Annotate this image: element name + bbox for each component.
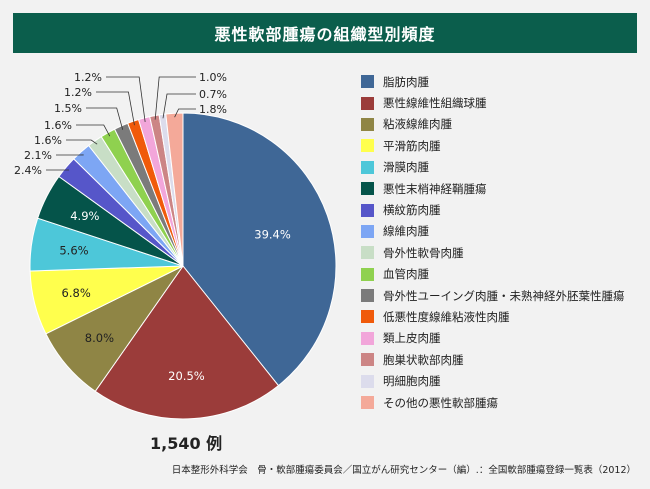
leader-line [66, 139, 98, 145]
slice-label: 8.0% [85, 331, 114, 345]
legend-item: その他の悪性軟部腫瘍 [361, 392, 641, 413]
slice-label: 4.9% [70, 209, 99, 223]
slice-label: 1.8% [199, 103, 227, 116]
legend-label: 明細胞肉腫 [383, 374, 441, 389]
legend-label: 低悪性度線維粘液性肉腫 [383, 309, 510, 324]
legend-label: 脂肪肉腫 [383, 74, 429, 89]
slice-label: 1.0% [199, 71, 227, 84]
legend-label: 胞巣状軟部肉腫 [383, 352, 464, 367]
legend-swatch [361, 331, 374, 345]
chart-title: 悪性軟部腫瘍の組織型別頻度 [13, 13, 637, 53]
legend-item: 滑膜肉腫 [361, 157, 641, 178]
total-count: 1,540 例 [150, 434, 223, 453]
legend-label: 滑膜肉腫 [383, 160, 429, 175]
legend-label: 悪性末梢神経鞘腫瘍 [383, 181, 487, 196]
legend-swatch [361, 353, 374, 367]
leader-line [154, 76, 196, 120]
leader-line [106, 76, 146, 122]
leader-line [96, 91, 135, 126]
leader-line [162, 93, 196, 119]
legend-item: 類上皮肉腫 [361, 328, 641, 349]
legend-item: 横紋筋肉腫 [361, 199, 641, 220]
legend-item: 低悪性度線維粘液性肉腫 [361, 306, 641, 327]
legend-swatch [361, 246, 374, 260]
slice-label: 1.6% [44, 119, 72, 132]
legend-item: 悪性末梢神経鞘腫瘍 [361, 178, 641, 199]
legend-swatch [361, 203, 374, 217]
slice-label: 2.1% [24, 149, 52, 162]
legend-item: 平滑筋肉腫 [361, 135, 641, 156]
legend-swatch [361, 160, 374, 174]
legend-label: 平滑筋肉腫 [383, 138, 441, 153]
source-citation: 日本整形外科学会 骨・軟部腫瘍委員会／国立がん研究センター（編）.：全国軟部腫瘍… [171, 465, 636, 476]
legend-swatch [361, 267, 374, 281]
legend-swatch [361, 75, 374, 89]
legend-item: 胞巣状軟部肉腫 [361, 349, 641, 370]
slice-label: 20.5% [168, 369, 205, 383]
legend-item: 悪性線維性組織球腫 [361, 92, 641, 113]
legend-swatch [361, 182, 374, 196]
legend-label: 横紋筋肉腫 [383, 203, 441, 218]
legend-swatch [361, 96, 374, 110]
legend-label: 血管肉腫 [383, 267, 429, 282]
slice-label: 1.5% [54, 102, 82, 115]
pie-slice [94, 265, 280, 420]
slice-label: 5.6% [59, 243, 88, 257]
legend-swatch [361, 139, 374, 153]
legend-item: 線維肉腫 [361, 221, 641, 242]
slice-label: 0.7% [199, 88, 227, 101]
legend-label: 骨外性軟骨肉腫 [383, 245, 464, 260]
leader-line [174, 108, 196, 118]
legend-label: 線維肉腫 [383, 224, 429, 239]
legend-swatch [361, 224, 374, 238]
legend-item: 脂肪肉腫 [361, 71, 641, 92]
pie-slice [182, 112, 337, 387]
leader-line [76, 124, 111, 137]
pie-slice [165, 112, 184, 267]
legend: 脂肪肉腫悪性線維性組織球腫 粘液線維肉腫 平滑筋肉腫滑膜肉腫悪性末梢神経鞘腫瘍 横紋筋… [361, 71, 641, 413]
leader-line [86, 107, 124, 130]
legend-swatch [361, 289, 374, 303]
legend-label: その他の悪性軟部腫瘍 [383, 395, 498, 410]
legend-item: 骨外性ユーイング肉腫・未熟神経外胚葉性腫瘍 [361, 285, 641, 306]
legend-item: 血管肉腫 [361, 264, 641, 285]
legend-label: 悪性線維性組織球腫 [383, 96, 487, 111]
legend-label: 類上皮肉腫 [383, 331, 441, 346]
legend-label: 骨外性ユーイング肉腫・未熟神経外胚葉性腫瘍 [383, 288, 625, 303]
slice-label: 1.2% [64, 86, 92, 99]
legend-swatch [361, 117, 374, 131]
legend-item: 明細胞肉腫 [361, 370, 641, 391]
slice-label: 1.2% [74, 71, 102, 84]
legend-item: 骨外性軟骨肉腫 [361, 242, 641, 263]
legend-label: 粘液線維肉腫 [383, 117, 452, 132]
legend-swatch [361, 374, 374, 388]
slice-label: 1.6% [34, 134, 62, 147]
slice-label: 2.4% [14, 164, 42, 177]
slice-label: 39.4% [254, 228, 291, 242]
legend-item: 粘液線維肉腫 [361, 114, 641, 135]
legend-swatch [361, 310, 374, 324]
slice-label: 6.8% [62, 286, 91, 300]
legend-swatch [361, 396, 374, 410]
